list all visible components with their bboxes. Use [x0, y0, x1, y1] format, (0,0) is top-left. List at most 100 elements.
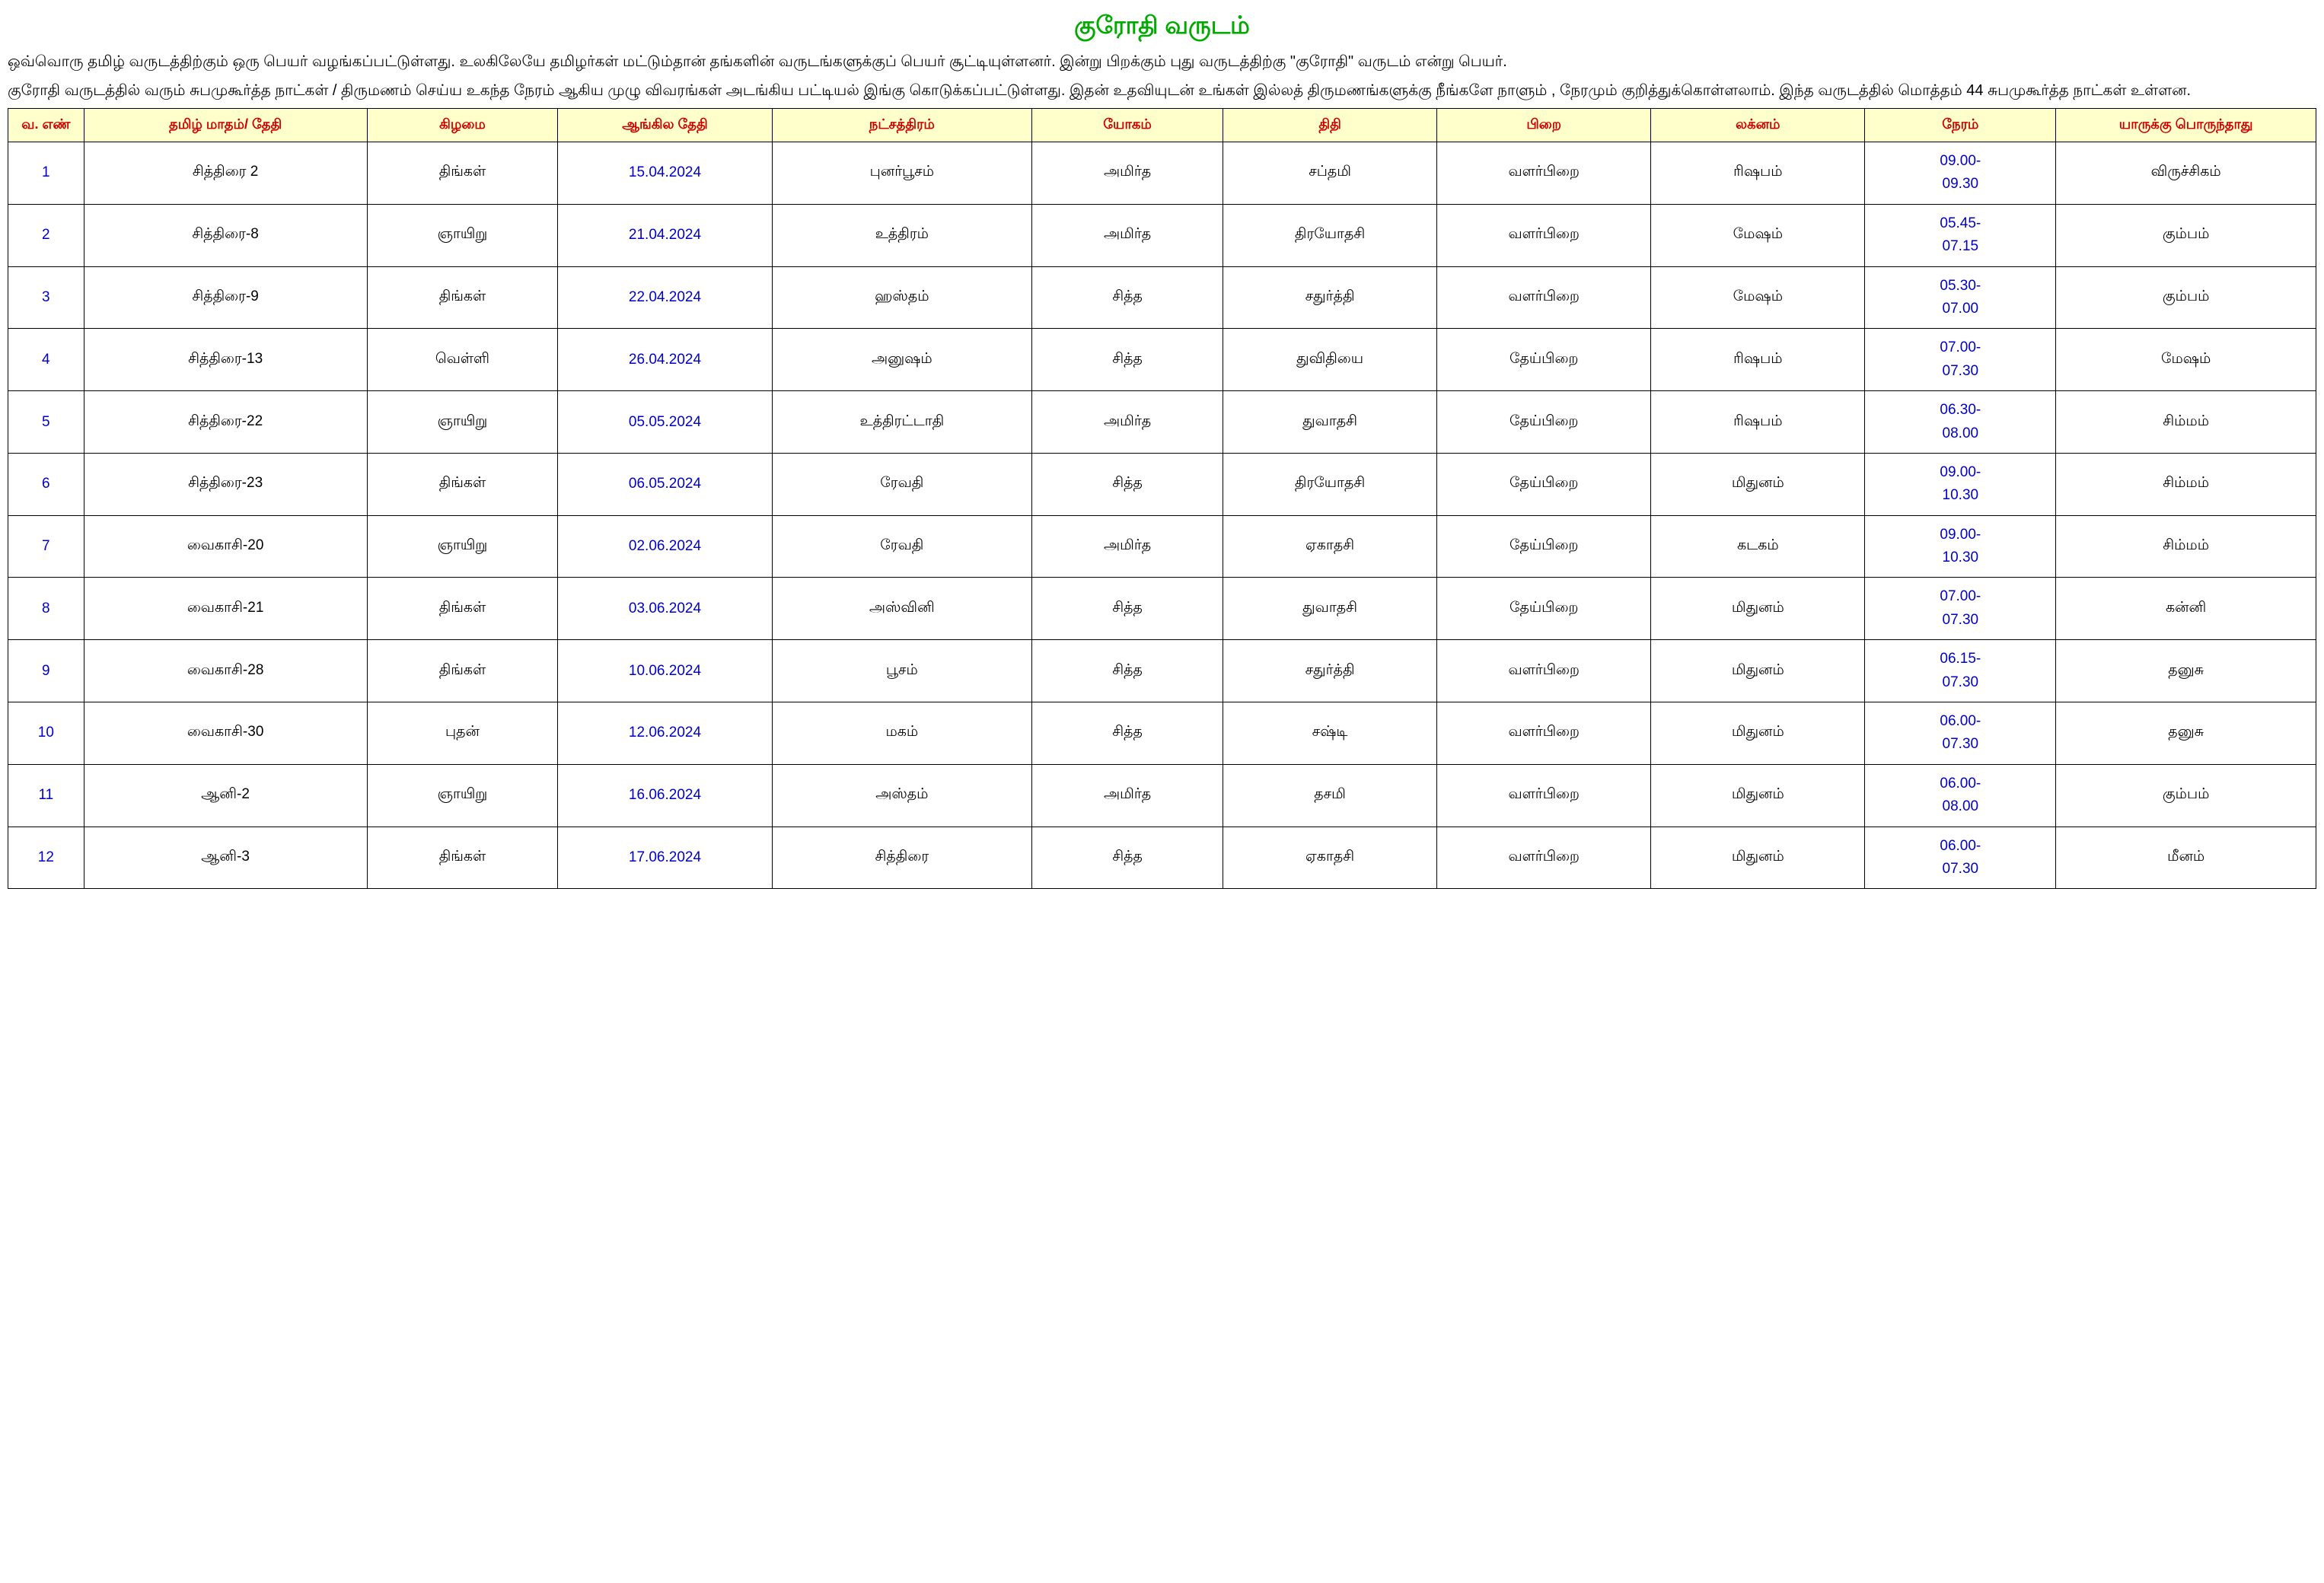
cell-neram: 05.45-07.15 — [1865, 204, 2056, 266]
header-eng-date: ஆங்கில தேதி — [558, 109, 772, 142]
cell-neram: 09.00-10.30 — [1865, 453, 2056, 515]
cell-tamil: வைகாசி-20 — [84, 515, 367, 578]
cell-sno: 1 — [8, 142, 84, 205]
cell-neram: 05.30-07.00 — [1865, 266, 2056, 329]
table-body: 1சித்திரை 2திங்கள்15.04.2024புனர்பூசம்அம… — [8, 142, 2316, 889]
cell-laknam: மேஷம் — [1651, 204, 1865, 266]
cell-star: அனுஷம் — [772, 329, 1032, 391]
cell-sno: 10 — [8, 702, 84, 765]
cell-yogam: சித்த — [1032, 266, 1223, 329]
cell-laknam: மிதுனம் — [1651, 453, 1865, 515]
cell-eng: 17.06.2024 — [558, 827, 772, 889]
header-yogam: யோகம் — [1032, 109, 1223, 142]
cell-pirai: தேய்பிறை — [1437, 391, 1651, 454]
cell-yogam: சித்த — [1032, 640, 1223, 702]
cell-day: திங்கள் — [367, 827, 558, 889]
cell-sno: 2 — [8, 204, 84, 266]
cell-who: தனுசு — [2056, 640, 2316, 702]
cell-who: சிம்மம் — [2056, 515, 2316, 578]
cell-sno: 6 — [8, 453, 84, 515]
intro-paragraph-1: ஒவ்வொரு தமிழ் வருடத்திற்கும் ஒரு பெயர் வ… — [8, 50, 2316, 73]
table-row: 10வைகாசி-30புதன்12.06.2024மகம்சித்தசஷ்டி… — [8, 702, 2316, 765]
cell-yogam: அமிர்த — [1032, 391, 1223, 454]
cell-sno: 9 — [8, 640, 84, 702]
cell-pirai: வளர்பிறை — [1437, 266, 1651, 329]
cell-day: திங்கள் — [367, 266, 558, 329]
cell-sno: 7 — [8, 515, 84, 578]
cell-star: பூசம் — [772, 640, 1032, 702]
cell-pirai: தேய்பிறை — [1437, 453, 1651, 515]
cell-tamil: ஆனி-3 — [84, 827, 367, 889]
cell-laknam: ரிஷபம் — [1651, 329, 1865, 391]
header-pirai: பிறை — [1437, 109, 1651, 142]
cell-who: கும்பம் — [2056, 764, 2316, 827]
cell-star: மகம் — [772, 702, 1032, 765]
cell-neram: 09.00-10.30 — [1865, 515, 2056, 578]
cell-day: திங்கள் — [367, 578, 558, 640]
cell-day: ஞாயிறு — [367, 515, 558, 578]
cell-thithi: சதுர்த்தி — [1223, 266, 1437, 329]
table-row: 7வைகாசி-20ஞாயிறு02.06.2024ரேவதிஅமிர்தஏகா… — [8, 515, 2316, 578]
cell-tamil: சித்திரை-23 — [84, 453, 367, 515]
cell-laknam: கடகம் — [1651, 515, 1865, 578]
table-row: 6சித்திரை-23திங்கள்06.05.2024ரேவதிசித்தத… — [8, 453, 2316, 515]
cell-thithi: துவிதியை — [1223, 329, 1437, 391]
header-laknam: லக்னம் — [1651, 109, 1865, 142]
cell-eng: 10.06.2024 — [558, 640, 772, 702]
cell-eng: 15.04.2024 — [558, 142, 772, 205]
cell-neram: 06.15-07.30 — [1865, 640, 2056, 702]
header-thithi: திதி — [1223, 109, 1437, 142]
header-tamil-date: தமிழ் மாதம்/ தேதி — [84, 109, 367, 142]
cell-laknam: மிதுனம் — [1651, 578, 1865, 640]
cell-neram: 06.00-08.00 — [1865, 764, 2056, 827]
cell-eng: 16.06.2024 — [558, 764, 772, 827]
cell-eng: 03.06.2024 — [558, 578, 772, 640]
cell-pirai: வளர்பிறை — [1437, 702, 1651, 765]
cell-thithi: துவாதசி — [1223, 391, 1437, 454]
cell-thithi: ஏகாதசி — [1223, 515, 1437, 578]
table-row: 12ஆனி-3திங்கள்17.06.2024சித்திரைசித்தஏகா… — [8, 827, 2316, 889]
cell-yogam: அமிர்த — [1032, 764, 1223, 827]
cell-thithi: சஷ்டி — [1223, 702, 1437, 765]
muhurtham-table: வ. எண் தமிழ் மாதம்/ தேதி கிழமை ஆங்கில தே… — [8, 108, 2316, 889]
cell-yogam: சித்த — [1032, 702, 1223, 765]
cell-laknam: ரிஷபம் — [1651, 391, 1865, 454]
cell-thithi: துவாதசி — [1223, 578, 1437, 640]
table-row: 11ஆனி-2ஞாயிறு16.06.2024அஸ்தம்அமிர்ததசமிவ… — [8, 764, 2316, 827]
cell-eng: 05.05.2024 — [558, 391, 772, 454]
cell-star: புனர்பூசம் — [772, 142, 1032, 205]
cell-tamil: வைகாசி-28 — [84, 640, 367, 702]
cell-neram: 06.00-07.30 — [1865, 702, 2056, 765]
cell-tamil: ஆனி-2 — [84, 764, 367, 827]
table-row: 9வைகாசி-28திங்கள்10.06.2024பூசம்சித்தசது… — [8, 640, 2316, 702]
table-row: 1சித்திரை 2திங்கள்15.04.2024புனர்பூசம்அம… — [8, 142, 2316, 205]
cell-tamil: வைகாசி-30 — [84, 702, 367, 765]
cell-eng: 06.05.2024 — [558, 453, 772, 515]
cell-yogam: அமிர்த — [1032, 142, 1223, 205]
cell-day: ஞாயிறு — [367, 391, 558, 454]
table-row: 3சித்திரை-9திங்கள்22.04.2024ஹஸ்தம்சித்தச… — [8, 266, 2316, 329]
cell-thithi: திரயோதசி — [1223, 453, 1437, 515]
cell-eng: 02.06.2024 — [558, 515, 772, 578]
cell-tamil: சித்திரை-13 — [84, 329, 367, 391]
cell-neram: 06.30-08.00 — [1865, 391, 2056, 454]
cell-sno: 12 — [8, 827, 84, 889]
table-row: 5சித்திரை-22ஞாயிறு05.05.2024உத்திரட்டாதி… — [8, 391, 2316, 454]
header-neram: நேரம் — [1865, 109, 2056, 142]
cell-star: ஹஸ்தம் — [772, 266, 1032, 329]
cell-tamil: வைகாசி-21 — [84, 578, 367, 640]
cell-pirai: வளர்பிறை — [1437, 640, 1651, 702]
cell-laknam: மேஷம் — [1651, 266, 1865, 329]
cell-eng: 21.04.2024 — [558, 204, 772, 266]
cell-laknam: ரிஷபம் — [1651, 142, 1865, 205]
cell-neram: 06.00-07.30 — [1865, 827, 2056, 889]
header-day: கிழமை — [367, 109, 558, 142]
cell-day: ஞாயிறு — [367, 764, 558, 827]
cell-yogam: சித்த — [1032, 827, 1223, 889]
cell-day: திங்கள் — [367, 142, 558, 205]
cell-thithi: தசமி — [1223, 764, 1437, 827]
cell-sno: 3 — [8, 266, 84, 329]
cell-who: கன்னி — [2056, 578, 2316, 640]
cell-star: உத்திரட்டாதி — [772, 391, 1032, 454]
cell-thithi: சப்தமி — [1223, 142, 1437, 205]
